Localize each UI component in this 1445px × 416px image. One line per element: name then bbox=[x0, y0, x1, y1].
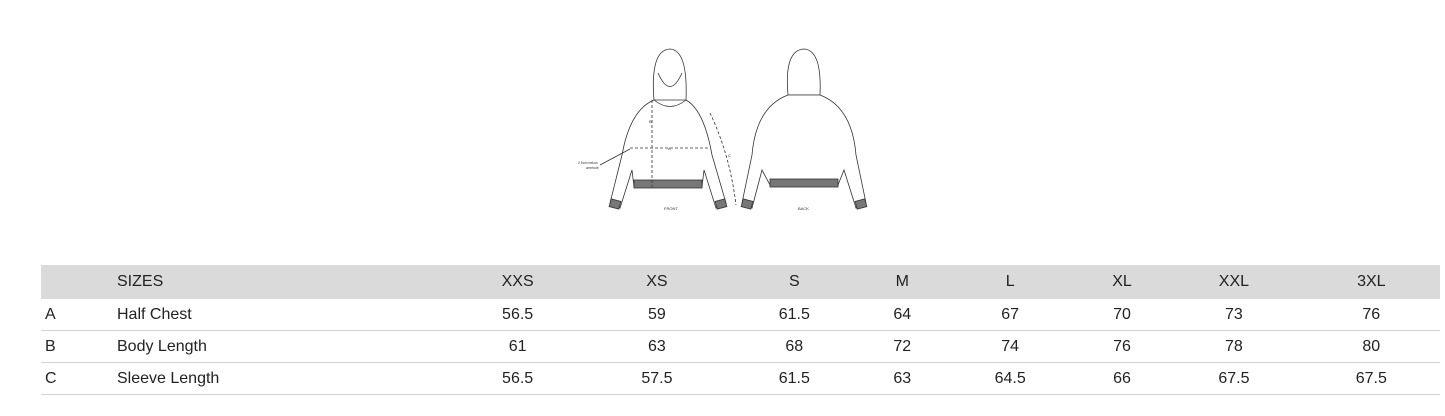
size-header-xxl: XXL bbox=[1165, 265, 1303, 299]
note-line1: 2.5cm below bbox=[578, 161, 598, 165]
measurement-value: 80 bbox=[1302, 330, 1440, 363]
hoodie-front-drawing bbox=[608, 48, 728, 210]
note-line2: armhole bbox=[586, 166, 599, 170]
measurement-value: 73 bbox=[1165, 299, 1303, 331]
size-chart-table: SIZES XXS XS S M L XL XXL 3XL A Half Chest 56.5 59 61… bbox=[41, 265, 1440, 395]
measurement-label: Body Length bbox=[117, 330, 447, 363]
size-header-xs: XS bbox=[588, 265, 726, 299]
size-header-l: L bbox=[941, 265, 1079, 299]
measurement-value: 63 bbox=[588, 330, 726, 363]
hoodie-back-drawing bbox=[740, 48, 868, 210]
size-header-m: M bbox=[862, 265, 942, 299]
table-header-row: SIZES XXS XS S M L XL XXL 3XL bbox=[41, 265, 1440, 299]
back-label: BACK bbox=[798, 206, 809, 211]
measurement-value: 76 bbox=[1302, 299, 1440, 331]
hoodie-measurement-diagram: B A C 2.5cm below armhole FRONT BACK bbox=[578, 48, 868, 211]
measurement-value: 57.5 bbox=[588, 362, 726, 395]
measurement-value: 64.5 bbox=[941, 362, 1079, 395]
measurement-value: 67.5 bbox=[1302, 362, 1440, 395]
measurement-label: Sleeve Length bbox=[117, 362, 447, 395]
header-empty-cell bbox=[41, 265, 117, 299]
measurement-value: 67.5 bbox=[1165, 362, 1303, 395]
measurement-lines bbox=[599, 100, 737, 206]
size-header-xxs: XXS bbox=[447, 265, 589, 299]
size-header-3xl: 3XL bbox=[1302, 265, 1440, 299]
table-row: C Sleeve Length 56.5 57.5 61.5 63 64.5 66 67.5 67… bbox=[41, 362, 1440, 395]
size-header-xl: XL bbox=[1078, 265, 1166, 299]
measurement-value: 61.5 bbox=[725, 299, 863, 331]
measurement-value: 61 bbox=[447, 330, 589, 363]
measurement-value: 70 bbox=[1078, 299, 1166, 331]
measurement-value: 76 bbox=[1078, 330, 1166, 363]
front-label: FRONT bbox=[664, 206, 678, 211]
measurement-label: Half Chest bbox=[117, 299, 447, 331]
measurement-value: 67 bbox=[941, 299, 1079, 331]
size-header-s: S bbox=[725, 265, 863, 299]
measurement-code: B bbox=[41, 330, 117, 363]
measurement-code: A bbox=[41, 299, 117, 331]
measurement-value: 74 bbox=[941, 330, 1079, 363]
marker-a: A bbox=[668, 146, 671, 151]
measurement-value: 56.5 bbox=[447, 299, 589, 331]
marker-b: B bbox=[649, 119, 652, 124]
header-sizes-label: SIZES bbox=[117, 265, 447, 299]
measurement-value: 61.5 bbox=[725, 362, 863, 395]
measurement-value: 68 bbox=[725, 330, 863, 363]
measurement-value: 56.5 bbox=[447, 362, 589, 395]
measurement-value: 63 bbox=[862, 362, 942, 395]
measurement-value: 72 bbox=[862, 330, 942, 363]
measurement-value: 59 bbox=[588, 299, 726, 331]
measurement-value: 66 bbox=[1078, 362, 1166, 395]
marker-c: C bbox=[728, 153, 731, 158]
measurement-value: 64 bbox=[862, 299, 942, 331]
measurement-code: C bbox=[41, 362, 117, 395]
table-row: A Half Chest 56.5 59 61.5 64 67 70 73 76 bbox=[41, 299, 1440, 331]
table-row: B Body Length 61 63 68 72 74 76 78 80 bbox=[41, 330, 1440, 363]
measurement-value: 78 bbox=[1165, 330, 1303, 363]
